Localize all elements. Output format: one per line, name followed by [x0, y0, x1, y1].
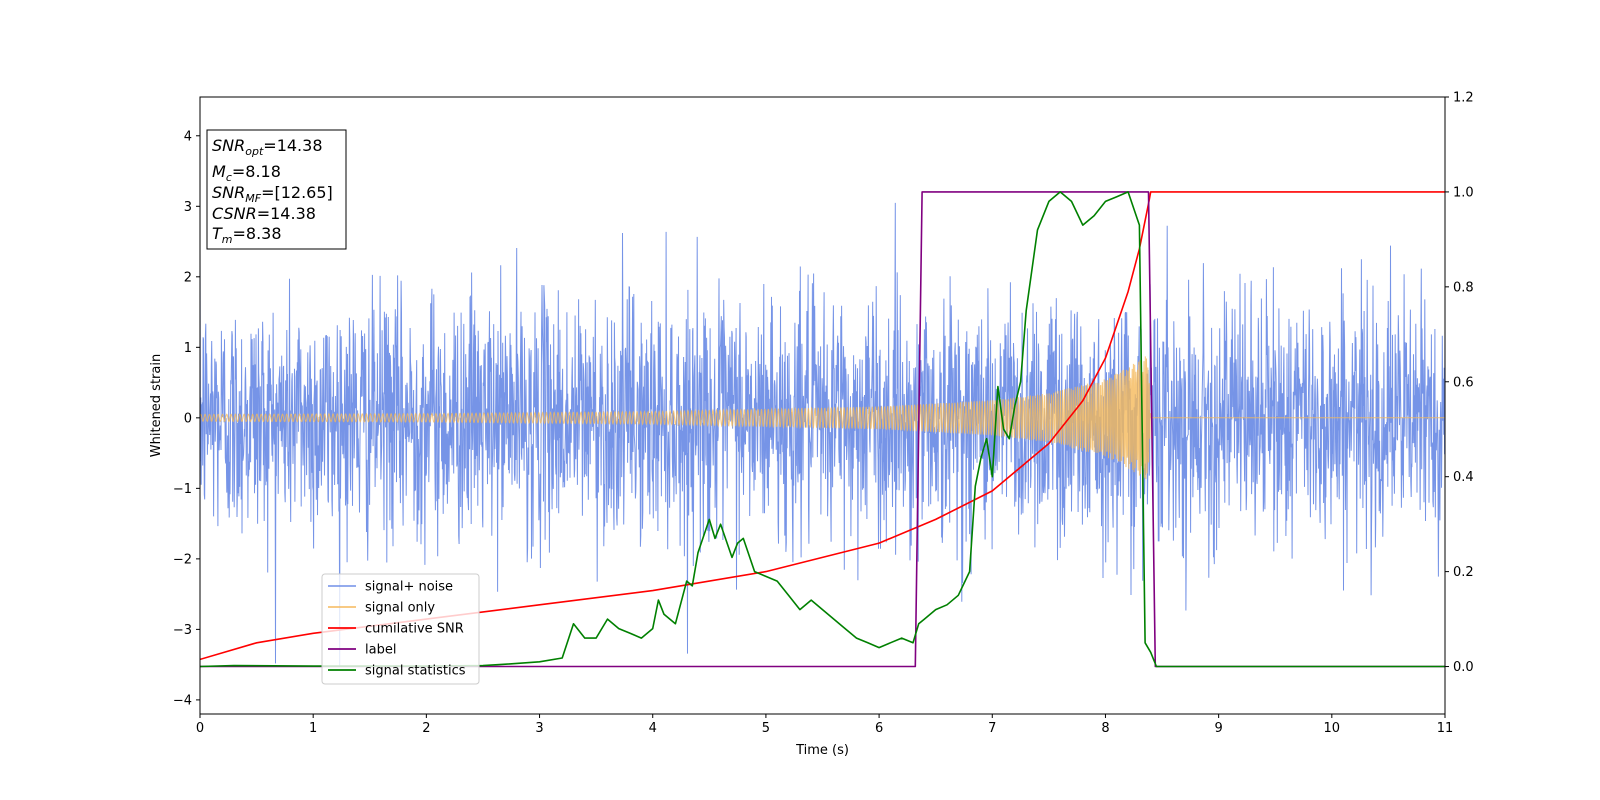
- series-line-signal-noise: [200, 202, 1445, 666]
- legend-item-signal-statistics: signal statistics: [328, 664, 466, 679]
- y2-tick-label: 0.4: [1453, 470, 1474, 485]
- legend-item-signal-noise: signal+ noise: [328, 580, 453, 595]
- legend-item-label: label: [328, 643, 396, 658]
- y-tick-label: −3: [173, 623, 192, 638]
- y2-tick-label: 0.6: [1453, 375, 1474, 390]
- x-tick-label: 7: [988, 721, 996, 736]
- legend-label: signal only: [365, 601, 435, 616]
- y-tick-label: −1: [173, 482, 192, 497]
- noise-series-layer: [200, 202, 1445, 666]
- signal-only-series-layer: [200, 356, 1445, 480]
- y-axis-left: −4 −3 −2 −1 0 1 2 3 4: [173, 129, 200, 708]
- legend-label: cumilative SNR: [365, 622, 464, 637]
- legend-label: label: [365, 643, 396, 658]
- x-tick-label: 11: [1437, 721, 1454, 736]
- y2-tick-label: 0.8: [1453, 280, 1474, 295]
- plot-frame: [199, 96, 1446, 715]
- legend-frame: [321, 573, 480, 685]
- x-axis-label: Time (s): [795, 743, 849, 758]
- info-snr-mf: SNRMF=[12.65]: [212, 183, 333, 205]
- info-box-frame: [206, 129, 347, 250]
- x-axis: 0 1 2 3 4 5 6 7 8 9 10 11: [196, 714, 1453, 736]
- y-tick-label: −2: [173, 552, 192, 567]
- x-tick-label: 2: [422, 721, 430, 736]
- y2-tick-label: 1.2: [1453, 91, 1474, 106]
- x-tick-label: 10: [1324, 721, 1341, 736]
- y-axis-right: 0.0 0.2 0.4 0.6 0.8 1.0 1.2: [1445, 91, 1474, 675]
- legend-label: signal statistics: [365, 664, 466, 679]
- y2-tick-label: 0.2: [1453, 565, 1474, 580]
- info-box: SNRopt=14.38 Mc=8.18 SNRMF=[12.65] CSNR=…: [206, 129, 347, 250]
- x-tick-label: 3: [535, 721, 543, 736]
- y2-tick-label: 0.0: [1453, 660, 1474, 675]
- legend: signal+ noise signal only cumilative SNR la…: [321, 573, 480, 685]
- y-tick-label: 1: [184, 341, 192, 356]
- y-tick-label: 4: [184, 129, 192, 144]
- info-mc: Mc=8.18: [212, 162, 281, 184]
- x-tick-label: 5: [762, 721, 770, 736]
- y-axis-label: Whitened strain: [149, 354, 164, 457]
- info-tm: Tm=8.38: [212, 224, 282, 246]
- series-line-signal-statistics: [200, 191, 1445, 668]
- legend-label: signal+ noise: [365, 580, 453, 595]
- y-tick-label: 0: [184, 411, 192, 426]
- x-tick-label: 1: [309, 721, 317, 736]
- y-tick-label: 2: [184, 270, 192, 285]
- legend-item-signal-only: signal only: [328, 601, 435, 616]
- legend-item-cumulative-snr: cumilative SNR: [328, 622, 464, 637]
- series-line-signal-only: [200, 356, 1445, 480]
- y-tick-label: 3: [184, 200, 192, 215]
- x-tick-label: 6: [875, 721, 883, 736]
- x-tick-label: 4: [649, 721, 657, 736]
- x-tick-label: 0: [196, 721, 204, 736]
- info-snr-opt: SNRopt=14.38: [212, 136, 323, 158]
- info-csnr: CSNR=14.38: [212, 204, 316, 223]
- y2-tick-label: 1.0: [1453, 185, 1474, 200]
- x-tick-label: 9: [1214, 721, 1222, 736]
- y-tick-label: −4: [173, 693, 192, 708]
- x-tick-label: 8: [1101, 721, 1109, 736]
